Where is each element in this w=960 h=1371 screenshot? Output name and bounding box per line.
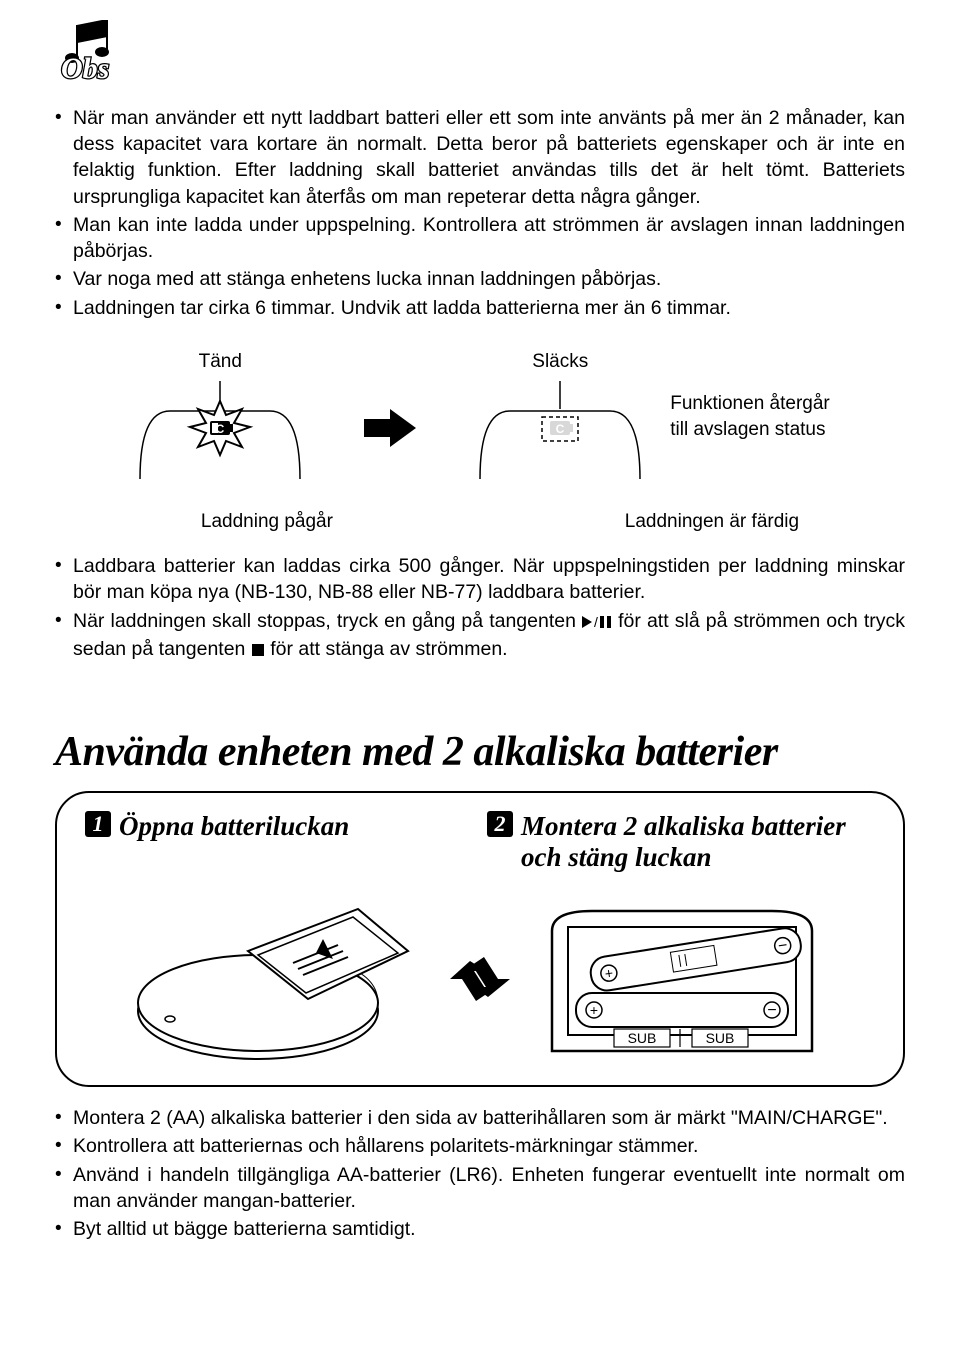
caption-charging: Laddning pågår bbox=[201, 509, 333, 535]
diagram-lit: Tänd C bbox=[130, 349, 310, 487]
diagram-off: Släcks C Funktionen återgår till avslage… bbox=[470, 349, 830, 487]
svg-text:/: / bbox=[594, 615, 598, 629]
lit-label: Tänd bbox=[130, 349, 310, 375]
svg-text:C: C bbox=[216, 422, 225, 436]
bottom-bullet-list: Montera 2 (AA) alkaliska batterier i den… bbox=[55, 1105, 905, 1243]
off-label: Släcks bbox=[470, 349, 650, 375]
bullet-item: Man kan inte ladda under uppspelning. Ko… bbox=[55, 212, 905, 265]
svg-text:C: C bbox=[556, 422, 565, 436]
steps-illustration-row: + − + − SUB SUB bbox=[85, 891, 875, 1071]
bullet-item: När man använder ett nytt laddbart batte… bbox=[55, 105, 905, 210]
bullet-item: Laddningen tar cirka 6 timmar. Undvik at… bbox=[55, 295, 905, 321]
battery-compartment-icon: + − + − SUB SUB bbox=[532, 891, 832, 1071]
sub-label-1: SUB bbox=[628, 1030, 657, 1046]
stop-icon bbox=[251, 638, 265, 664]
top-bullet-list: När man använder ett nytt laddbart batte… bbox=[55, 105, 905, 322]
step-number-1: 1 bbox=[85, 811, 111, 837]
bullet-item: Kontrollera att batteriernas och hållare… bbox=[55, 1133, 905, 1159]
step-1: 1 Öppna batteriluckan bbox=[85, 811, 473, 873]
caption-done: Laddningen är färdig bbox=[625, 509, 799, 535]
arrow-icon bbox=[360, 407, 420, 456]
bullet-item: Använd i handeln tillgängliga AA-batteri… bbox=[55, 1162, 905, 1215]
charging-diagram: Tänd C Släcks bbox=[55, 349, 905, 487]
step-number-2: 2 bbox=[487, 811, 513, 837]
svg-text:+: + bbox=[590, 1002, 598, 1018]
player-open-icon bbox=[128, 891, 428, 1071]
diagram-info-text: Funktionen återgår till avslagen status bbox=[670, 391, 830, 442]
step-2-title: Montera 2 alkaliska batterier och stäng … bbox=[521, 811, 875, 873]
step-2: 2 Montera 2 alkaliska batterier och stän… bbox=[487, 811, 875, 873]
obs-note-icon: Obs bbox=[55, 20, 905, 93]
steps-box: 1 Öppna batteriluckan 2 Montera 2 alkali… bbox=[55, 791, 905, 1087]
bullet-item: Byt alltid ut bägge batterierna samtidig… bbox=[55, 1216, 905, 1242]
sub-label-2: SUB bbox=[706, 1030, 735, 1046]
bullet-item: Montera 2 (AA) alkaliska batterier i den… bbox=[55, 1105, 905, 1131]
step-1-title: Öppna batteriluckan bbox=[119, 811, 349, 842]
double-arrow-icon bbox=[440, 921, 520, 1041]
svg-text:−: − bbox=[767, 1002, 776, 1019]
diagram-captions: Laddning pågår Laddningen är färdig bbox=[55, 509, 905, 535]
section-title: Använda enheten med 2 alkaliska batterie… bbox=[55, 724, 905, 781]
bullet-item: Laddbara batterier kan laddas cirka 500 … bbox=[55, 553, 905, 606]
play-pause-icon: / bbox=[582, 610, 612, 636]
bullet-item: Var noga med att stänga enhetens lucka i… bbox=[55, 266, 905, 292]
svg-text:Obs: Obs bbox=[61, 52, 109, 85]
mid-bullet-list: Laddbara batterier kan laddas cirka 500 … bbox=[55, 553, 905, 664]
bullet-item: När laddningen skall stoppas, tryck en g… bbox=[55, 608, 905, 665]
